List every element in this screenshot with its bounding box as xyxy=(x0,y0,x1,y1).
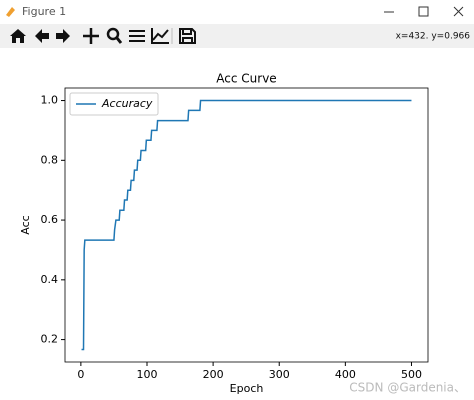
x-tick-label: 500 xyxy=(401,368,422,381)
data-line xyxy=(81,99,412,351)
close-button[interactable] xyxy=(453,6,464,17)
window-title: Figure 1 xyxy=(22,5,66,18)
y-tick-label: 0.6 xyxy=(41,213,59,226)
forward-button[interactable] xyxy=(56,29,70,43)
x-tick-label: 200 xyxy=(203,368,224,381)
y-tick-label: 0.4 xyxy=(41,273,59,286)
coordinates: x=432. y=0.966 xyxy=(396,32,471,42)
legend-box xyxy=(69,92,159,116)
x-tick-label: 0 xyxy=(77,368,84,381)
chart-title: Acc Curve xyxy=(216,72,276,86)
y-axis-label: Acc xyxy=(19,215,32,234)
back-button[interactable] xyxy=(35,29,49,43)
y-tick-label: 1.0 xyxy=(41,94,59,107)
y-tick-label: 0.2 xyxy=(41,333,59,346)
x-tick-label: 100 xyxy=(136,368,157,381)
edit-curves-button[interactable] xyxy=(151,28,169,44)
legend-label: Accuracy xyxy=(101,97,153,110)
y-tick-label: 0.8 xyxy=(41,153,59,166)
save-button[interactable] xyxy=(179,28,196,44)
home-button[interactable] xyxy=(10,29,26,43)
watermark: CSDN @Gardenia、 xyxy=(349,381,466,395)
app-icon xyxy=(6,7,15,17)
x-axis-label: Epoch xyxy=(230,382,264,395)
toolbar xyxy=(0,24,474,48)
x-tick-label: 300 xyxy=(269,368,290,381)
plot-frame xyxy=(64,87,429,363)
zoom-button[interactable] xyxy=(106,27,123,44)
configure-button[interactable] xyxy=(129,30,145,42)
maximize-button[interactable] xyxy=(418,6,429,17)
title-bar xyxy=(0,0,474,24)
x-tick-label: 400 xyxy=(335,368,356,381)
pan-button[interactable] xyxy=(83,28,99,44)
